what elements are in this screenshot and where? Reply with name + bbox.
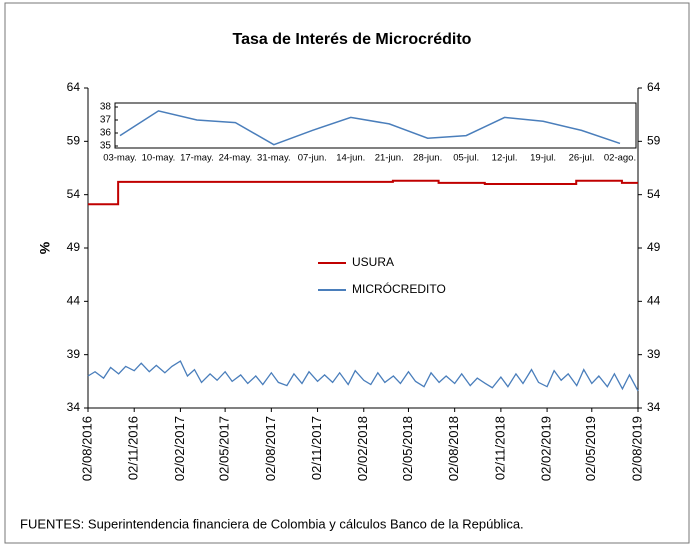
x-tick-label: 02/05/2017 (217, 416, 232, 481)
footnote: FUENTES: Superintendencia financiera de … (20, 516, 524, 531)
y-tick-label: 54 (67, 187, 81, 201)
inset-x-tick-label: 31-may. (257, 153, 291, 164)
y-axis-label: % (37, 241, 53, 254)
y-tick-label: 34 (67, 400, 81, 414)
x-tick-label: 02/08/2019 (629, 416, 644, 481)
inset-frame (114, 102, 637, 149)
inset-y-tick-label: 38 (100, 102, 112, 113)
y2-tick-label: 54 (647, 187, 661, 201)
inset-x-tick-label: 17-may. (180, 153, 214, 164)
inset-x-tick-label: 07-jun. (298, 153, 327, 164)
legend-label: MICRÓCREDITO (352, 281, 446, 296)
y2-tick-label: 44 (647, 294, 661, 308)
inset-x-tick-label: 24-may. (219, 153, 253, 164)
series-line (87, 360, 639, 392)
x-tick-label: 02/02/2017 (172, 416, 187, 481)
x-tick-label: 02/11/2017 (309, 416, 324, 480)
frame (4, 2, 690, 544)
x-tick-label: 02/02/2018 (355, 416, 370, 481)
inset-x-tick-label: 10-may. (142, 153, 176, 164)
y2-tick-label: 64 (647, 80, 661, 94)
inset-x-tick-label: 14-jun. (336, 153, 365, 164)
inset-x-tick-label: 03-may. (103, 153, 137, 164)
legend-label: USURA (352, 255, 394, 269)
x-tick-label: 02/05/2018 (400, 416, 415, 481)
y2-tick-label: 34 (647, 400, 661, 414)
inset-x-tick-label: 02-ago. (604, 153, 636, 164)
y-tick-label: 44 (67, 294, 81, 308)
series-line (88, 179, 638, 206)
y2-tick-label: 59 (647, 134, 661, 148)
inset-x-tick-label: 19-jul. (530, 153, 556, 164)
x-tick-label: 02/08/2018 (446, 416, 461, 481)
y-tick-label: 64 (67, 80, 81, 94)
y-tick-label: 39 (67, 347, 81, 361)
inset-y-tick-label: 37 (100, 115, 112, 126)
x-tick-label: 02/11/2016 (126, 416, 141, 480)
inset-line (119, 110, 621, 146)
y2-tick-label: 39 (647, 347, 661, 361)
y-tick-label: 49 (67, 240, 81, 254)
y2-tick-label: 49 (647, 240, 661, 254)
inset-x-tick-label: 12-jul. (492, 153, 518, 164)
inset-y-tick-label: 35 (100, 141, 112, 152)
inset-y-tick-label: 36 (100, 128, 112, 139)
y-tick-label: 59 (67, 134, 81, 148)
x-tick-label: 02/08/2016 (79, 416, 94, 481)
x-tick-label: 02/05/2019 (583, 416, 598, 481)
inset-x-tick-label: 21-jun. (375, 153, 404, 164)
chart-title: Tasa de Interés de Microcrédito (233, 31, 472, 48)
x-tick-label: 02/11/2018 (492, 416, 507, 480)
inset-x-tick-label: 05-jul. (453, 153, 479, 164)
x-tick-label: 02/08/2017 (263, 416, 278, 481)
x-tick-label: 02/02/2019 (539, 416, 554, 481)
inset-x-tick-label: 26-jul. (569, 153, 595, 164)
inset-x-tick-label: 28-jun. (413, 153, 442, 164)
